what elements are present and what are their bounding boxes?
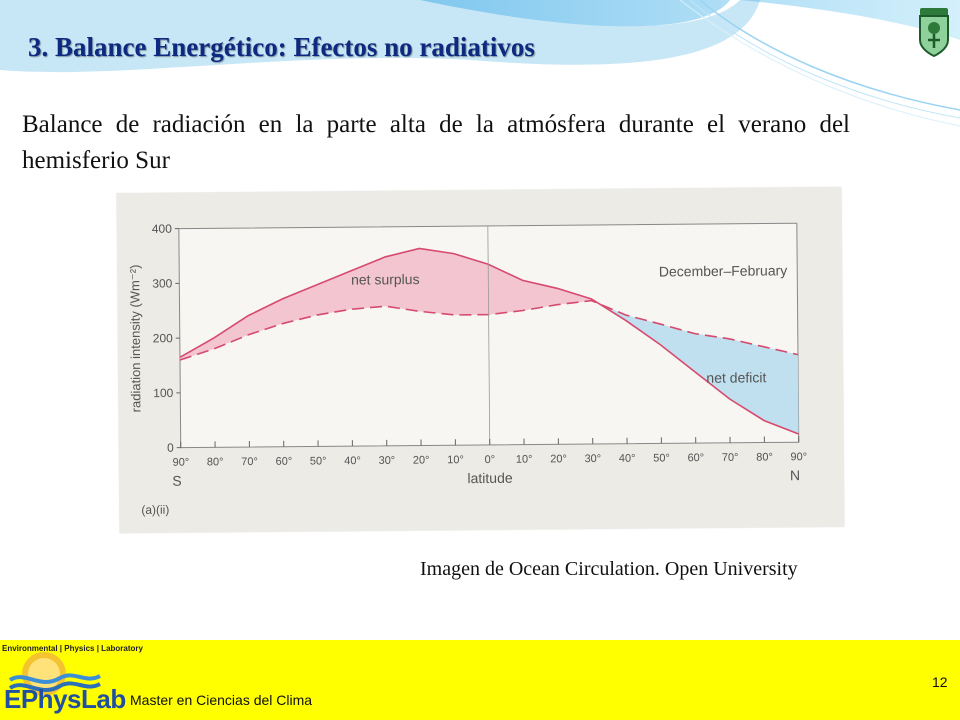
surplus-area	[179, 248, 600, 361]
x-tick-label: 50°	[310, 455, 327, 467]
x-axis-label: latitude	[467, 470, 512, 486]
y-axis-label: radiation intensity (Wm⁻²)	[127, 265, 143, 413]
x-tick-label: 20°	[550, 453, 567, 465]
y-tick-label: 0	[167, 441, 174, 455]
x-tick-label: 30°	[379, 455, 396, 467]
panel-label: (a)(ii)	[141, 503, 169, 517]
annotation-net-deficit: net deficit	[706, 369, 766, 386]
x-tick-label: 20°	[413, 454, 430, 466]
x-tick-label: 40°	[619, 453, 636, 465]
x-tick-label: 30°	[584, 453, 601, 465]
slide-subtitle: Balance de radiación en la parte alta de…	[22, 111, 850, 174]
annotation-net-surplus: net surplus	[351, 271, 420, 288]
ephyslab-logo-icon	[8, 652, 101, 696]
x-tick-label: 90°	[790, 451, 807, 463]
x-tick-label: 80°	[756, 451, 773, 463]
x-tick-label: 0°	[485, 454, 496, 466]
y-tick-label: 100	[153, 386, 173, 400]
logo-header-text: Environmental | Physics | Laboratory	[2, 644, 143, 653]
x-tick-label: 70°	[722, 452, 739, 464]
x-tick-label: 40°	[344, 455, 361, 467]
hemisphere-south-label: S	[172, 473, 181, 489]
hemisphere-north-label: N	[790, 467, 800, 483]
x-tick-label: 70°	[241, 456, 258, 468]
x-tick-label: 10°	[447, 454, 464, 466]
footer-bar	[0, 640, 960, 720]
slide-title: 3. Balance Energético: Efectos no radiat…	[28, 32, 535, 62]
page-number: 12	[932, 674, 948, 690]
equator-line	[487, 225, 491, 445]
x-tick-label: 60°	[276, 456, 293, 468]
x-tick-label: 10°	[516, 454, 533, 466]
y-tick-label: 200	[153, 331, 173, 345]
chart-figure: 0 100 200 300 400 90° 80° 70° 60° 50° 40° 30° 20° 10°…	[116, 186, 845, 534]
x-tick-label: 60°	[687, 452, 704, 464]
logo-name: EPhysLab	[4, 684, 126, 714]
x-tick-label: 80°	[207, 456, 224, 468]
university-crest-icon	[919, 8, 949, 58]
x-tick-label: 50°	[653, 452, 670, 464]
x-tick-label: 90°	[173, 457, 190, 469]
season-label: December–February	[659, 262, 788, 279]
image-caption: Imagen de Ocean Circulation. Open Univer…	[420, 558, 798, 580]
radiation-chart: 0 100 200 300 400 90° 80° 70° 60° 50° 40° 30° 20° 10°…	[127, 222, 807, 517]
y-tick-label: 300	[152, 276, 172, 290]
background-swoosh	[0, 0, 960, 127]
y-tick-label: 400	[152, 222, 172, 236]
footer-course-name: Master en Ciencias del Clima	[130, 692, 313, 708]
